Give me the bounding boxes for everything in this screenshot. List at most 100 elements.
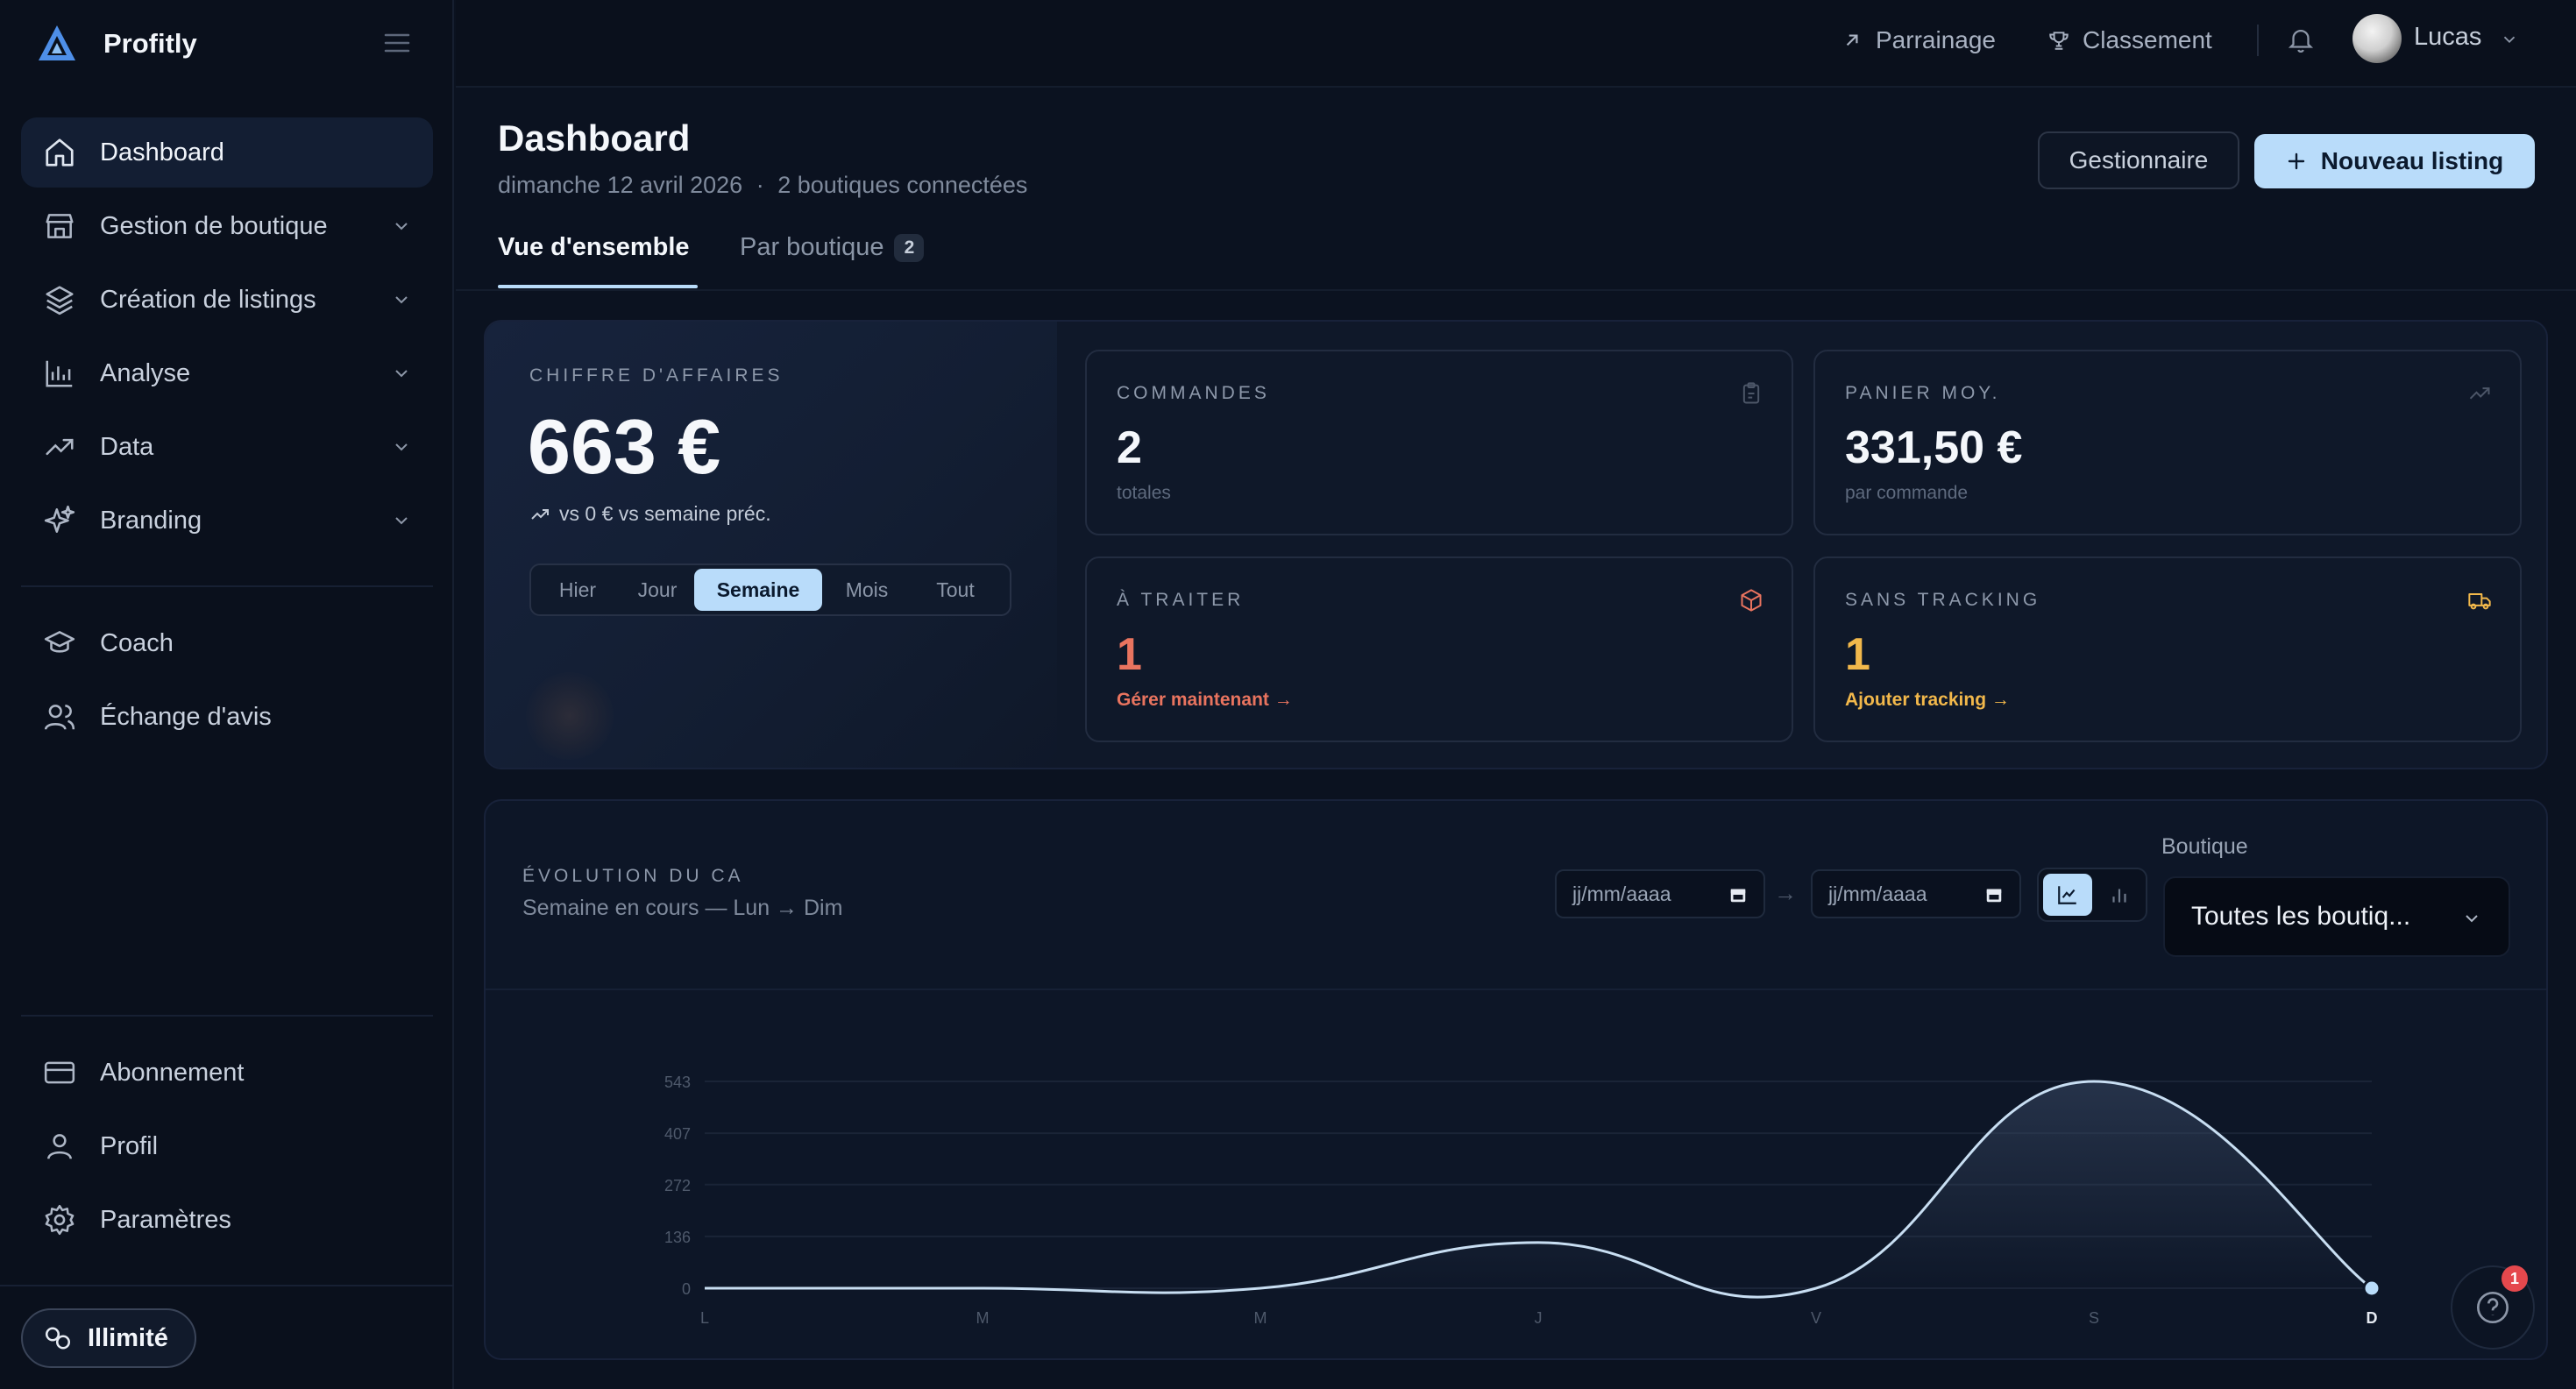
layers-icon [42,282,77,317]
period-mois[interactable]: Mois [845,578,889,601]
data-point[interactable] [2362,1279,2381,1298]
sidebar-item-echange-avis[interactable]: Échange d'avis [21,682,433,752]
no-tracking-card[interactable]: SANS TRACKING 1 Ajouter tracking → [1813,556,2522,742]
revenue-chart-panel: ÉVOLUTION DU CA Semaine en cours — Lun →… [484,799,2548,1360]
page-subtitle: dimanche 12 avril 2026 · 2 boutiques con… [498,172,1027,199]
trending-up-icon [2469,387,2490,400]
help-notification-badge: 1 [2501,1265,2528,1292]
chevron-down-icon [2466,915,2478,923]
revenue-compare-text: vs 0 € vs semaine préc. [559,502,771,525]
user-icon [42,1129,77,1164]
sidebar-divider [21,1015,433,1017]
sidebar-item-label: Gestion de boutique [100,211,328,240]
plus-icon [2288,152,2304,170]
date-to-placeholder: jj/mm/aaaa [1828,882,1927,905]
data-point[interactable] [1252,1279,1269,1297]
line-view-button[interactable] [2043,874,2092,916]
chevron-down-icon[interactable] [2500,30,2519,49]
y-tick-label: 272 [664,1177,691,1194]
orders-card[interactable]: COMMANDES 2 totales [1085,350,1793,535]
sidebar-item-abonnement[interactable]: Abonnement [21,1038,433,1108]
period-tout[interactable]: Tout [936,578,975,601]
series-line [705,1080,2373,1299]
bottom-nav: Abonnement Profil Paramètres [21,1038,433,1258]
sidebar-item-analyse[interactable]: Analyse [21,338,433,408]
period-selector: Hier Jour Semaine Mois Tout [529,563,1011,616]
trophy-icon [2049,32,2069,50]
orders-value: 2 [1117,422,1142,473]
tab-by-shop[interactable]: Par boutique 2 [740,233,925,263]
bell-icon[interactable] [2286,25,2316,54]
decorative-glow [526,672,614,760]
calendar-icon [1986,889,2002,903]
period-semaine[interactable]: Semaine [694,569,822,611]
shop-filter-select[interactable]: Toutes les boutiq... [2163,876,2510,957]
topbar-separator [2257,25,2259,56]
chart-subtitle: Semaine en cours — Lun → Dim [522,896,843,920]
period-jour[interactable]: Jour [637,578,678,601]
sidebar-item-creation-listings[interactable]: Création de listings [21,265,433,335]
user-name[interactable]: Lucas [2414,23,2482,51]
brand[interactable]: Profitly [35,21,197,67]
y-tick-label: 0 [682,1280,691,1298]
bar-view-button[interactable] [2095,874,2144,916]
tab-count-badge: 2 [894,234,925,263]
date-to-input[interactable]: jj/mm/aaaa [1811,869,2021,918]
sidebar-item-branding[interactable]: Branding [21,485,433,556]
sidebar-divider [0,1285,454,1286]
chevron-down-icon [395,223,408,230]
sidebar-item-gestion-boutique[interactable]: Gestion de boutique [21,191,433,261]
sidebar-item-data[interactable]: Data [21,412,433,482]
sidebar-item-label: Profil [100,1131,159,1160]
basket-card[interactable]: PANIER MOY. 331,50 € par commande [1813,350,2522,535]
new-listing-label: Nouveau listing [2320,147,2504,174]
graduation-cap-icon [42,626,77,661]
x-tick-label: J [1535,1309,1543,1327]
data-point[interactable] [1807,1279,1825,1297]
bar-chart-icon [2112,889,2126,903]
sidebar-item-label: Branding [100,506,202,535]
sidebar-item-parametres[interactable]: Paramètres [21,1185,433,1255]
sidebar-item-label: Abonnement [100,1058,245,1087]
sidebar: Profitly Dashboard Gestion de boutique C… [0,0,454,1389]
secondary-nav: Coach Échange d'avis [21,608,433,755]
sidebar-item-coach[interactable]: Coach [21,608,433,678]
revenue-value: 663 € [528,403,721,490]
chart-divider [486,989,2546,990]
referral-link[interactable]: Parrainage [1841,23,1996,58]
data-point[interactable] [1529,1234,1547,1251]
orders-sub: totales [1117,483,1171,503]
tab-label: Par boutique [740,233,884,261]
sidebar-item-label: Coach [100,628,174,657]
line-chart-icon [2058,886,2076,904]
menu-icon[interactable] [382,30,412,56]
avatar[interactable] [2352,14,2402,63]
sidebar-item-dashboard[interactable]: Dashboard [21,117,433,188]
revenue-label: CHIFFRE D'AFFAIRES [529,365,784,386]
chevron-down-icon [395,443,408,451]
page-title: Dashboard [498,117,691,159]
plan-badge[interactable]: Illimité [21,1308,196,1368]
add-tracking-link[interactable]: Ajouter tracking → [1845,690,2010,710]
data-point[interactable] [974,1279,991,1297]
data-point[interactable] [2085,1073,2103,1090]
brand-name: Profitly [103,28,197,59]
profitly-logo-icon [39,25,75,60]
date-from-input[interactable]: jj/mm/aaaa [1555,869,1765,918]
new-listing-button[interactable]: Nouveau listing [2254,134,2535,188]
trending-up-icon [531,508,549,520]
basket-label: PANIER MOY. [1845,383,2001,403]
data-point[interactable] [696,1279,713,1297]
manage-now-link[interactable]: Gérer maintenant → [1117,690,1293,710]
to-process-value: 1 [1117,629,1142,680]
sidebar-item-profil[interactable]: Profil [21,1111,433,1181]
sidebar-divider [21,585,433,587]
manager-button[interactable]: Gestionnaire [2038,131,2239,189]
tab-overview[interactable]: Vue d'ensemble [498,233,690,261]
ranking-link[interactable]: Classement [2047,23,2212,58]
period-hier[interactable]: Hier [558,578,597,601]
chevron-down-icon [395,370,408,378]
revenue-line-chart: 0 136 272 407 543 L M M J V S D [664,1073,2381,1327]
to-process-card[interactable]: À TRAITER 1 Gérer maintenant → [1085,556,1793,742]
main-nav: Dashboard Gestion de boutique Création d… [21,117,433,559]
